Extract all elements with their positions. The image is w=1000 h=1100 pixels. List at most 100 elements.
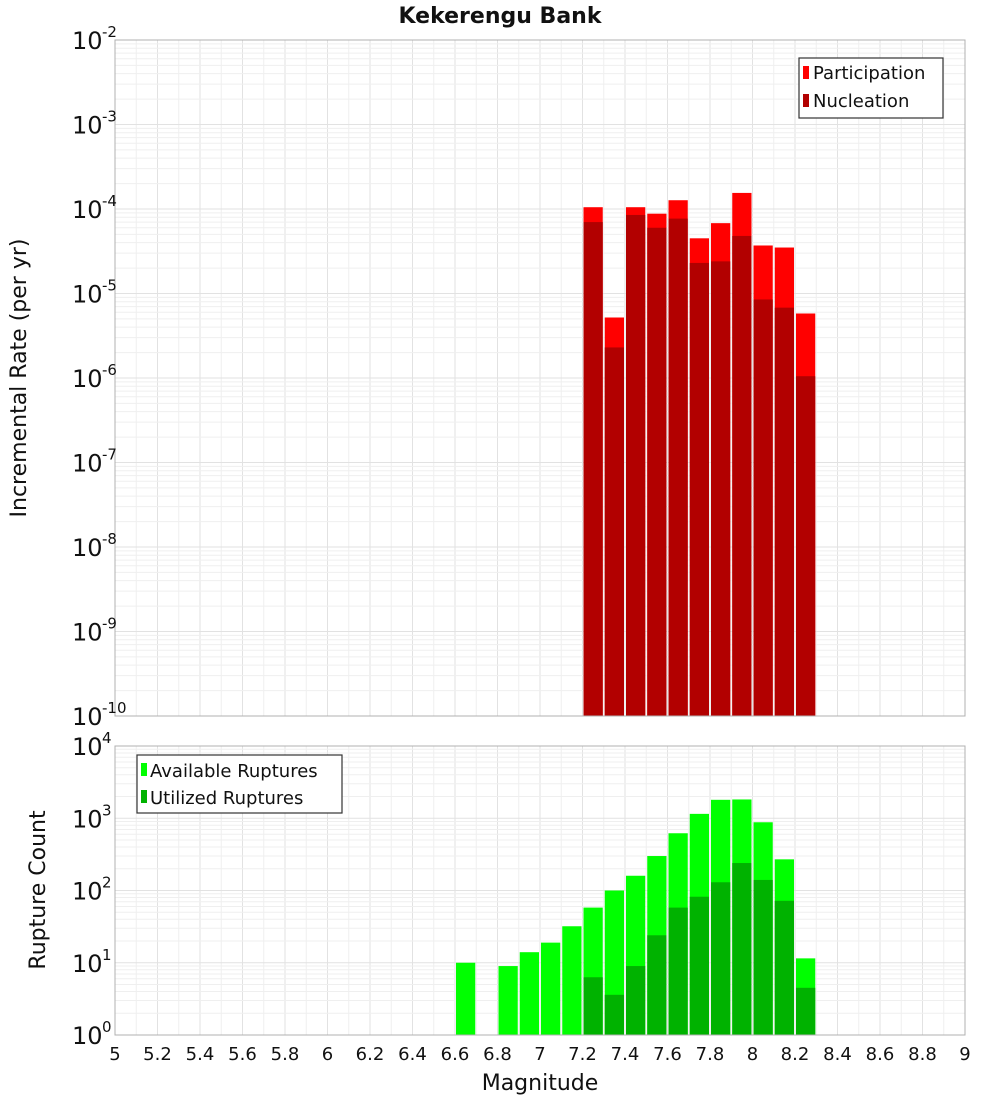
count-y-tick-label: 10 — [72, 733, 103, 761]
rate-bars — [583, 192, 816, 717]
count-plot-border — [114, 745, 966, 1036]
count-y-tick-exponent: 1 — [102, 946, 112, 964]
legend-label-utilized: Utilized Ruptures — [150, 788, 303, 809]
rate-y-tick-exponent: -10 — [102, 699, 127, 717]
legend-swatch-available — [141, 763, 147, 776]
count-bar-utilized-ruptures — [711, 882, 731, 1035]
x-tick-label: 8.4 — [823, 1044, 852, 1065]
count-y-tick-label: 10 — [72, 1022, 103, 1050]
x-tick-label: 7 — [534, 1044, 545, 1065]
count-y-axis-label: Rupture Count — [26, 810, 51, 970]
rate-bar-nucleation — [604, 347, 624, 716]
x-tick-label: 5 — [109, 1044, 120, 1065]
rate-y-tick-exponent: -5 — [102, 277, 117, 295]
rate-bar-nucleation — [647, 227, 667, 716]
rate-y-tick-label: 10 — [72, 27, 103, 55]
x-tick-label: 6.8 — [483, 1044, 512, 1065]
rate-y-tick-exponent: -6 — [102, 361, 117, 379]
x-tick-label: 8 — [747, 1044, 758, 1065]
x-tick-label: 5.6 — [228, 1044, 257, 1065]
count-y-tick-label: 10 — [72, 878, 103, 906]
rate-y-axis-label: Incremental Rate (per yr) — [7, 239, 32, 518]
x-tick-label: 7.2 — [568, 1044, 597, 1065]
count-y-tick-label: 10 — [72, 950, 103, 978]
x-tick-label: 5.8 — [271, 1044, 300, 1065]
rate-bar-nucleation — [774, 307, 794, 716]
legend-swatch-nucleation — [803, 94, 809, 107]
rate-y-tick-label: 10 — [72, 196, 103, 224]
rate-y-tick-exponent: -9 — [102, 615, 117, 633]
x-tick-label: 7.8 — [696, 1044, 725, 1065]
rate-y-tick-exponent: -2 — [102, 23, 117, 41]
count-bar-utilized-ruptures — [689, 896, 709, 1035]
legend-swatch-utilized — [141, 790, 147, 803]
magnitude-x-ticks: 5 5.2 5.4 5.6 5.8 6 6.2 6.4 6.6 6.8 7 7.2 7.4 7.6 7.8 8… — [109, 1044, 970, 1065]
rate-bar-nucleation — [711, 261, 731, 716]
rate-bar-nucleation — [796, 376, 816, 716]
rate-y-tick-exponent: -4 — [102, 192, 117, 210]
count-bar-utilized-ruptures — [796, 987, 816, 1035]
count-legend-box — [136, 754, 343, 814]
rate-y-tick-label: 10 — [72, 619, 103, 647]
count-y-tick-exponent: 2 — [102, 874, 112, 892]
count-bar-utilized-ruptures — [668, 907, 688, 1035]
legend-label-participation: Participation — [813, 63, 925, 84]
count-y-tick-exponent: 0 — [102, 1018, 112, 1036]
rate-y-tick-label: 10 — [72, 450, 103, 478]
count-bar-available-ruptures — [562, 926, 582, 1035]
chart-title: Kekerengu Bank — [399, 4, 603, 29]
rate-legend-box — [798, 57, 944, 119]
x-tick-label: 6 — [322, 1044, 333, 1065]
legend-swatch-participation — [803, 66, 809, 79]
rate-y-tick-label: 10 — [72, 281, 103, 309]
x-tick-label: 5.2 — [143, 1044, 172, 1065]
count-bar-utilized-ruptures — [774, 900, 794, 1035]
x-tick-label: 7.6 — [653, 1044, 682, 1065]
rate-grid — [114, 40, 966, 717]
x-tick-label: 9 — [959, 1044, 970, 1065]
rate-y-tick-label: 10 — [72, 112, 103, 140]
x-tick-label: 7.4 — [611, 1044, 640, 1065]
count-bar-available-ruptures — [541, 942, 561, 1035]
x-axis-label: Magnitude — [482, 1071, 599, 1096]
rate-bar-nucleation — [689, 262, 709, 716]
x-tick-label: 6.4 — [398, 1044, 427, 1065]
count-y-tick-exponent: 4 — [102, 729, 112, 747]
rate-y-tick-label: 10 — [72, 703, 103, 731]
legend-label-available: Available Ruptures — [150, 761, 318, 782]
count-bar-utilized-ruptures — [626, 966, 646, 1035]
rate-bar-nucleation — [753, 299, 773, 716]
x-tick-label: 8.8 — [908, 1044, 937, 1065]
x-tick-label: 6.6 — [441, 1044, 470, 1065]
x-tick-label: 6.2 — [356, 1044, 385, 1065]
count-y-tick-label: 10 — [72, 805, 103, 833]
count-bar-utilized-ruptures — [647, 935, 667, 1035]
rate-bar-nucleation — [626, 214, 646, 716]
rate-y-tick-exponent: -8 — [102, 530, 117, 548]
rate-bar-nucleation — [668, 218, 688, 716]
rate-legend: Participation Nucleation — [798, 57, 944, 119]
count-bars — [456, 799, 816, 1035]
x-tick-label: 8.6 — [866, 1044, 895, 1065]
rate-y-tick-label: 10 — [72, 534, 103, 562]
count-bar-available-ruptures — [456, 962, 476, 1035]
count-legend: Available Ruptures Utilized Ruptures — [136, 754, 343, 814]
count-y-tick-exponent: 3 — [102, 801, 112, 819]
count-bar-available-ruptures — [519, 952, 539, 1035]
count-bar-utilized-ruptures — [604, 994, 624, 1035]
rate-plot-border — [114, 39, 966, 717]
rate-y-tick-exponent: -7 — [102, 446, 117, 464]
rate-y-tick-exponent: -3 — [102, 108, 117, 126]
count-bar-utilized-ruptures — [732, 863, 752, 1035]
count-bar-available-ruptures — [498, 966, 518, 1035]
rate-y-tick-label: 10 — [72, 365, 103, 393]
x-tick-label: 5.4 — [186, 1044, 215, 1065]
count-bar-utilized-ruptures — [753, 879, 773, 1035]
x-tick-label: 8.2 — [781, 1044, 810, 1065]
rate-bar-nucleation — [583, 222, 603, 716]
